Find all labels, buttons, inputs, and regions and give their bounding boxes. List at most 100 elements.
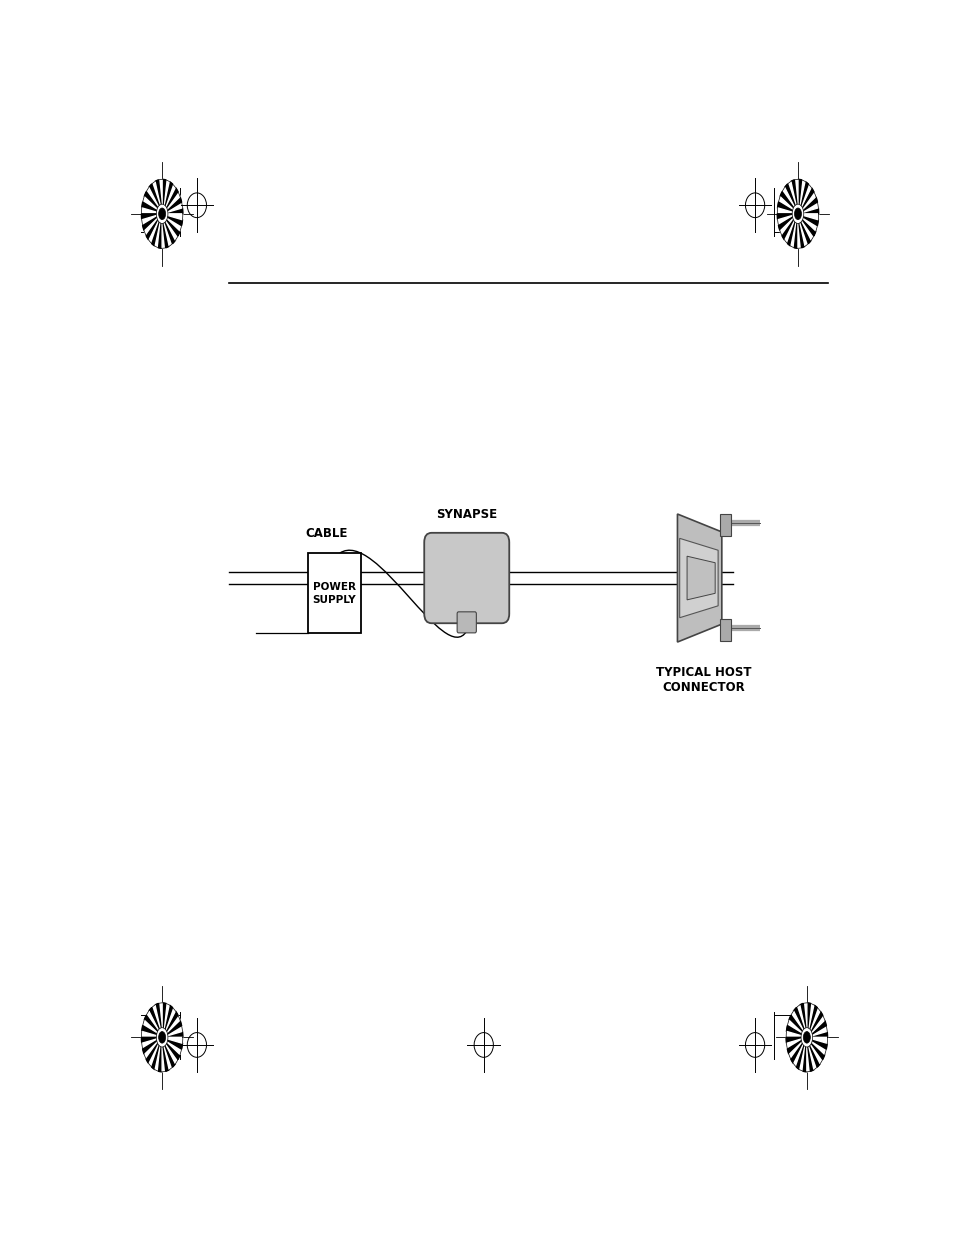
Polygon shape — [146, 214, 162, 241]
Polygon shape — [162, 1031, 183, 1037]
Polygon shape — [797, 191, 815, 214]
Text: CABLE: CABLE — [305, 527, 347, 540]
Polygon shape — [806, 1003, 810, 1037]
Polygon shape — [162, 214, 180, 236]
Polygon shape — [797, 214, 817, 231]
Polygon shape — [144, 214, 162, 236]
Polygon shape — [162, 1037, 181, 1055]
Polygon shape — [162, 203, 182, 214]
Polygon shape — [152, 1005, 162, 1037]
Polygon shape — [780, 214, 797, 236]
Polygon shape — [797, 196, 817, 214]
Polygon shape — [787, 182, 797, 214]
Polygon shape — [141, 207, 162, 214]
Polygon shape — [162, 184, 175, 214]
Polygon shape — [162, 1037, 182, 1049]
Polygon shape — [143, 1020, 162, 1037]
Polygon shape — [149, 214, 162, 243]
Polygon shape — [797, 214, 815, 236]
Polygon shape — [788, 1015, 806, 1037]
Polygon shape — [796, 1037, 806, 1070]
Polygon shape — [777, 214, 797, 220]
Polygon shape — [162, 1037, 166, 1072]
Polygon shape — [806, 1020, 825, 1037]
Polygon shape — [162, 1037, 175, 1067]
Polygon shape — [794, 214, 797, 248]
Polygon shape — [143, 196, 162, 214]
Polygon shape — [778, 214, 797, 231]
Polygon shape — [152, 1037, 162, 1070]
Polygon shape — [797, 214, 804, 248]
Polygon shape — [162, 214, 183, 220]
Ellipse shape — [158, 207, 166, 220]
Polygon shape — [806, 1037, 824, 1060]
Polygon shape — [777, 203, 797, 214]
Polygon shape — [793, 1037, 806, 1067]
Polygon shape — [162, 214, 169, 248]
Polygon shape — [806, 1003, 813, 1037]
Polygon shape — [162, 214, 178, 241]
Ellipse shape — [791, 204, 803, 224]
Polygon shape — [797, 214, 818, 226]
Text: TYPICAL HOST
CONNECTOR: TYPICAL HOST CONNECTOR — [655, 666, 750, 694]
Polygon shape — [785, 1037, 806, 1049]
Polygon shape — [806, 1011, 821, 1037]
Polygon shape — [799, 1003, 806, 1037]
Polygon shape — [141, 1037, 162, 1044]
Polygon shape — [806, 1037, 826, 1049]
Polygon shape — [149, 184, 162, 214]
Polygon shape — [162, 1025, 182, 1037]
Polygon shape — [162, 1011, 178, 1037]
Polygon shape — [797, 214, 813, 241]
Polygon shape — [784, 214, 797, 243]
Polygon shape — [162, 1003, 169, 1037]
Polygon shape — [162, 1037, 172, 1070]
Polygon shape — [806, 1037, 825, 1055]
Polygon shape — [162, 1037, 169, 1071]
Polygon shape — [806, 1015, 824, 1037]
Ellipse shape — [794, 207, 801, 220]
Polygon shape — [162, 1015, 180, 1037]
Polygon shape — [790, 180, 797, 214]
Polygon shape — [806, 1025, 826, 1037]
Polygon shape — [788, 1037, 806, 1060]
Polygon shape — [162, 182, 172, 214]
Polygon shape — [155, 1037, 162, 1071]
Polygon shape — [158, 214, 162, 248]
Polygon shape — [142, 1037, 162, 1049]
Polygon shape — [797, 180, 804, 214]
Polygon shape — [158, 1003, 162, 1037]
Polygon shape — [781, 214, 797, 241]
Polygon shape — [162, 1037, 178, 1063]
Ellipse shape — [156, 1028, 168, 1047]
FancyBboxPatch shape — [456, 611, 476, 632]
Polygon shape — [797, 207, 818, 214]
Polygon shape — [794, 179, 797, 214]
Polygon shape — [793, 1008, 806, 1037]
Text: SYNAPSE: SYNAPSE — [436, 509, 497, 521]
Polygon shape — [162, 207, 183, 214]
Polygon shape — [777, 207, 797, 214]
Polygon shape — [162, 1037, 180, 1060]
Polygon shape — [144, 1015, 162, 1037]
Polygon shape — [162, 180, 169, 214]
Polygon shape — [152, 182, 162, 214]
Polygon shape — [806, 1031, 826, 1037]
Polygon shape — [806, 1037, 821, 1063]
Polygon shape — [162, 1003, 166, 1037]
Polygon shape — [686, 556, 715, 600]
Polygon shape — [143, 214, 162, 231]
Polygon shape — [780, 191, 797, 214]
Polygon shape — [141, 214, 162, 220]
Bar — [719, 514, 731, 536]
Polygon shape — [777, 214, 797, 226]
Polygon shape — [162, 196, 181, 214]
Ellipse shape — [802, 1031, 809, 1044]
Polygon shape — [799, 1037, 806, 1071]
Polygon shape — [162, 1005, 172, 1037]
Polygon shape — [162, 191, 180, 214]
Polygon shape — [786, 1037, 806, 1055]
Polygon shape — [802, 1003, 806, 1037]
Polygon shape — [677, 514, 721, 642]
Polygon shape — [144, 1037, 162, 1060]
